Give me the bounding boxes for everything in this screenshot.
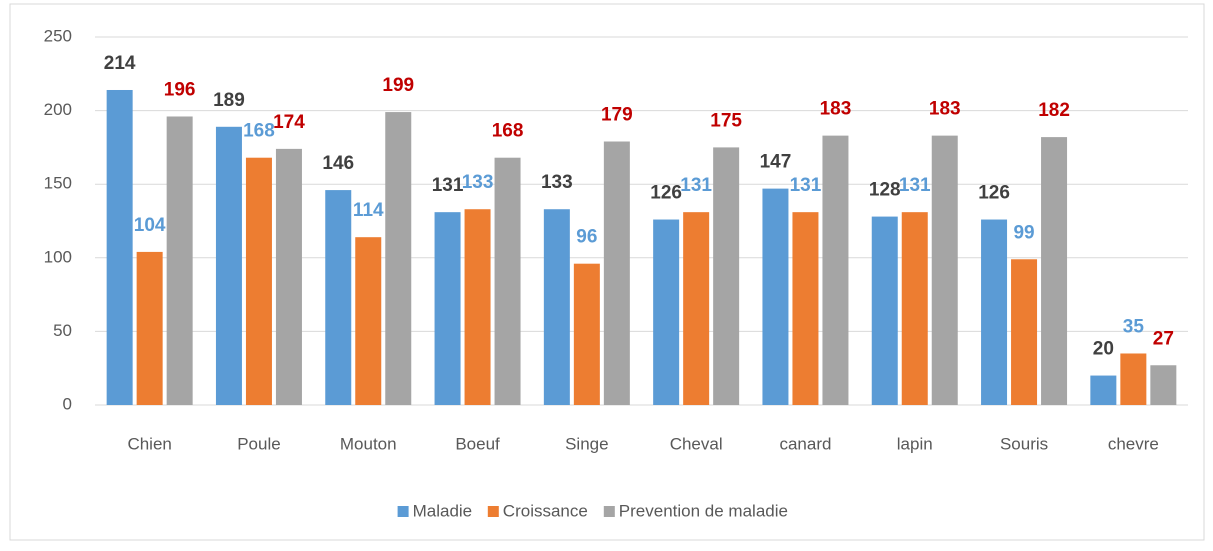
bar <box>166 116 193 405</box>
bar <box>106 89 133 405</box>
legend-swatch <box>487 506 499 517</box>
bar <box>683 212 710 405</box>
value-label: 133 <box>462 172 494 193</box>
y-tick-label: 50 <box>53 321 72 340</box>
x-tick-label: Poule <box>237 434 280 453</box>
bar <box>713 147 740 405</box>
bar <box>901 212 928 405</box>
bar <box>1011 259 1038 405</box>
x-tick-label: chevre <box>1108 434 1159 453</box>
legend-swatch <box>397 506 409 517</box>
value-label: 168 <box>492 121 524 142</box>
value-label: 174 <box>273 112 305 133</box>
y-tick-label: 100 <box>44 247 72 266</box>
x-tick-label: Souris <box>1000 434 1048 453</box>
value-label: 179 <box>601 105 633 126</box>
bar <box>871 216 898 405</box>
bar <box>464 209 491 405</box>
value-label: 196 <box>164 80 196 101</box>
y-tick-label: 200 <box>44 100 72 119</box>
value-label: 99 <box>1013 222 1034 243</box>
bar <box>653 219 680 405</box>
legend-swatch <box>603 506 615 517</box>
value-label: 182 <box>1038 100 1070 121</box>
value-label: 114 <box>353 200 384 221</box>
bar <box>385 112 412 406</box>
value-label: 214 <box>104 53 136 74</box>
bar <box>931 135 958 405</box>
bar <box>325 190 352 405</box>
value-label: 104 <box>134 215 166 236</box>
x-tick-label: Cheval <box>670 434 723 453</box>
x-tick-label: Boeuf <box>455 434 500 453</box>
value-label: 168 <box>243 121 275 142</box>
value-label: 96 <box>576 227 597 248</box>
value-label: 175 <box>710 110 742 131</box>
value-label: 35 <box>1123 316 1145 337</box>
value-label: 183 <box>929 99 961 120</box>
bar <box>543 209 570 405</box>
legend-label: Croissance <box>503 501 588 520</box>
value-label: 126 <box>978 183 1010 204</box>
bar <box>215 126 242 406</box>
legend-label: Maladie <box>413 501 473 520</box>
value-label: 146 <box>322 153 354 174</box>
bar <box>494 157 521 405</box>
bar <box>245 157 272 405</box>
bar <box>573 263 600 405</box>
value-label: 27 <box>1153 328 1174 349</box>
bar <box>1150 365 1177 405</box>
legend-label: Prevention de maladie <box>619 501 788 520</box>
x-tick-label: lapin <box>897 434 933 453</box>
value-label: 131 <box>899 175 931 196</box>
x-tick-label: Mouton <box>340 434 397 453</box>
bar <box>981 219 1008 405</box>
value-label: 20 <box>1093 339 1114 360</box>
bar <box>792 212 819 405</box>
bar <box>762 188 789 405</box>
bar <box>1120 353 1147 405</box>
x-tick-label: canard <box>779 434 831 453</box>
y-tick-label: 250 <box>44 26 72 45</box>
bar <box>603 141 630 405</box>
bar <box>275 148 302 405</box>
bar <box>1090 375 1117 405</box>
value-label: 131 <box>790 175 822 196</box>
value-label: 131 <box>432 175 464 196</box>
x-tick-label: Chien <box>127 434 171 453</box>
bar <box>1041 137 1068 405</box>
bar <box>822 135 849 405</box>
value-label: 147 <box>760 152 792 173</box>
value-label: 128 <box>869 180 901 201</box>
bar <box>136 251 163 405</box>
value-label: 126 <box>650 183 682 204</box>
y-tick-label: 0 <box>63 394 72 413</box>
x-tick-label: Singe <box>565 434 608 453</box>
y-tick-label: 150 <box>44 174 72 193</box>
value-label: 183 <box>820 99 852 120</box>
bar <box>355 237 382 405</box>
value-label: 131 <box>680 175 712 196</box>
value-label: 199 <box>382 75 414 96</box>
value-label: 133 <box>541 172 573 193</box>
bar <box>434 212 461 405</box>
value-label: 189 <box>213 90 245 111</box>
